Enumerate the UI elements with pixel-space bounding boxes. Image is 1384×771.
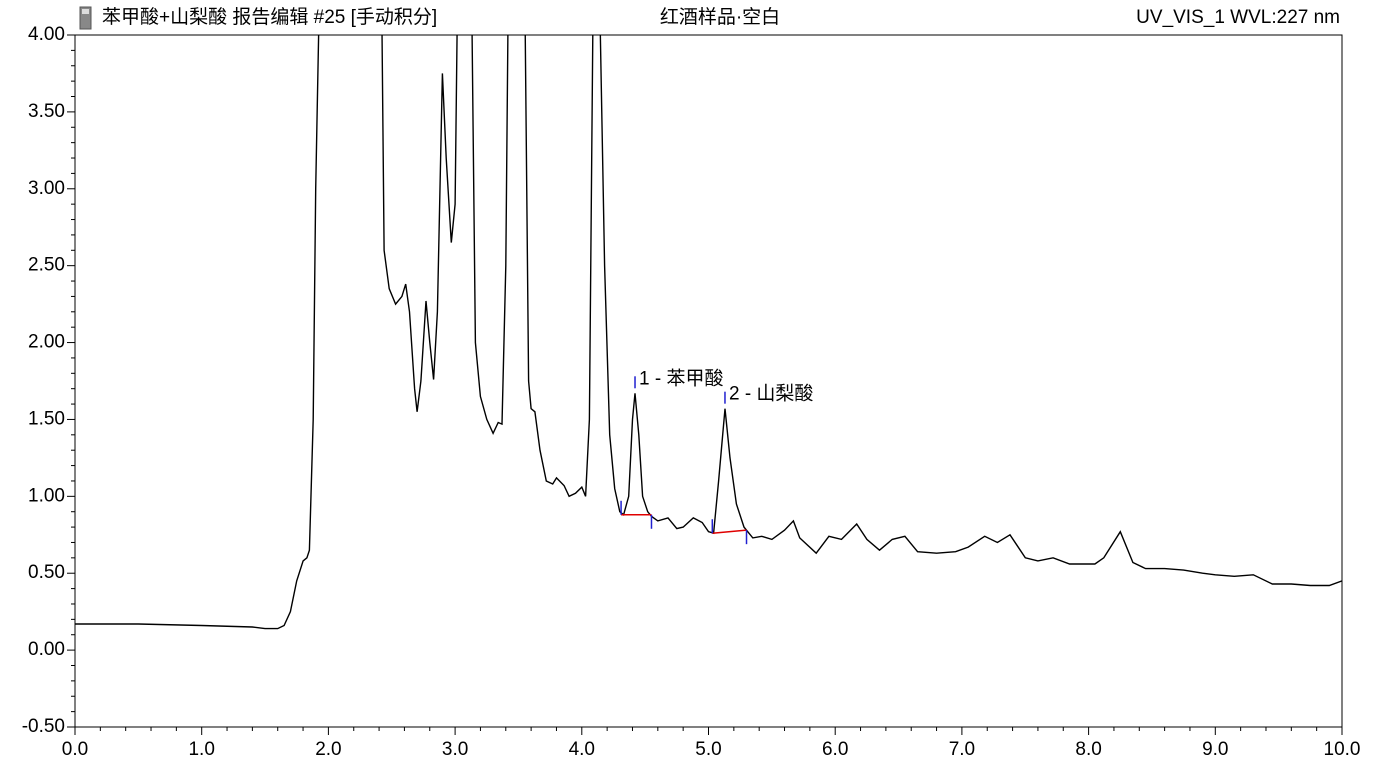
x-tick-label: 3.0 <box>442 739 468 760</box>
peak-label: 2 - 山梨酸 <box>729 383 813 405</box>
x-tick-label: 6.0 <box>822 739 848 760</box>
channel-label: UV_VIS_1 WVL:227 nm <box>1136 7 1340 28</box>
x-tick-label: 4.0 <box>569 739 595 760</box>
x-tick-label: 9.0 <box>1202 739 1228 760</box>
peak-label: 1 - 苯甲酸 <box>639 367 723 389</box>
chart-title: 苯甲酸+山梨酸 报告编辑 #25 [手动积分] <box>102 6 437 28</box>
y-tick-label: 4.00 <box>28 24 65 45</box>
y-tick-label: -0.50 <box>22 716 65 737</box>
y-tick-label: 0.00 <box>28 639 65 660</box>
y-tick-label: 1.00 <box>28 485 65 506</box>
y-tick-label: 2.00 <box>28 332 65 353</box>
x-tick-label: 7.0 <box>949 739 975 760</box>
y-tick-label: 3.50 <box>28 101 65 122</box>
trace <box>75 35 1342 630</box>
y-tick-label: 1.50 <box>28 408 65 429</box>
x-tick-label: 8.0 <box>1075 739 1101 760</box>
x-tick-label: 1.0 <box>188 739 214 760</box>
x-tick-label: 5.0 <box>695 739 721 760</box>
y-tick-label: 3.00 <box>28 178 65 199</box>
x-tick-label: 10.0 <box>1324 739 1361 760</box>
y-tick-label: 2.50 <box>28 255 65 276</box>
y-tick-label: 0.50 <box>28 562 65 583</box>
x-tick-label: 2.0 <box>315 739 341 760</box>
x-tick-label: 0.0 <box>62 739 88 760</box>
chart-subtitle: 红酒样品·空白 <box>660 6 780 28</box>
integration-baseline <box>712 529 747 534</box>
header-icon <box>79 6 92 30</box>
